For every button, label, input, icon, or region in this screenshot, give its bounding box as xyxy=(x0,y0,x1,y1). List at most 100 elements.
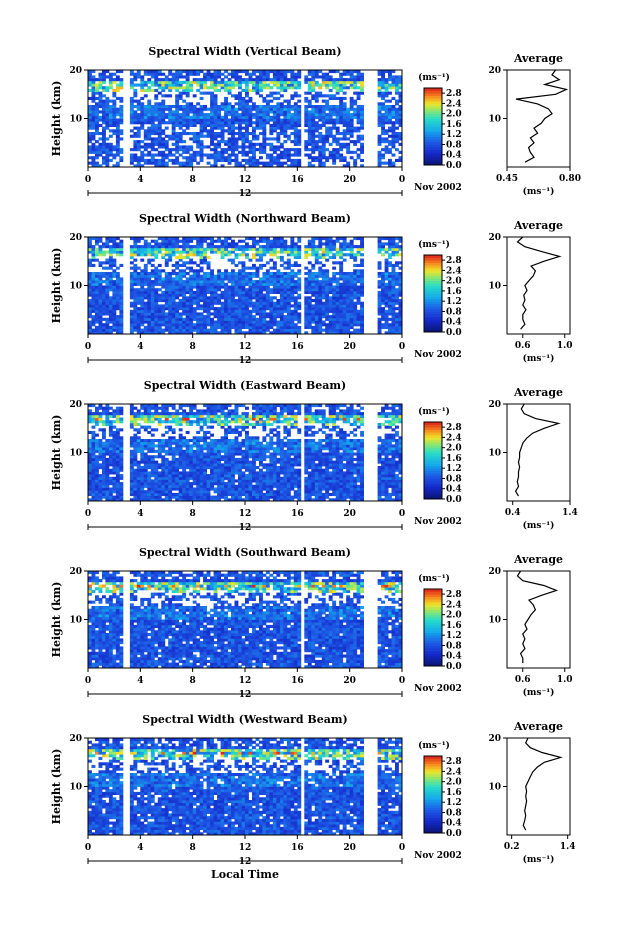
heatmap-cell xyxy=(272,78,277,82)
heatmap-cell xyxy=(147,70,152,74)
heatmap-cell xyxy=(112,258,117,262)
heatmap-cell xyxy=(136,290,141,294)
heatmap-cell xyxy=(231,323,235,327)
heatmap-cell xyxy=(189,328,194,332)
heatmap-cell xyxy=(88,331,92,335)
heatmap-cell xyxy=(384,323,389,327)
heatmap-cell xyxy=(269,156,274,160)
colorbar-tick-label: 0.8 xyxy=(446,140,462,150)
heatmap-cell xyxy=(108,492,113,496)
heatmap-cell xyxy=(360,312,364,316)
heatmap-cell xyxy=(133,320,138,324)
heatmap-cell xyxy=(262,325,267,329)
heatmap-cell xyxy=(276,299,281,303)
heatmap-cell xyxy=(231,115,235,119)
heatmap-cell xyxy=(108,498,113,502)
heatmap-cell xyxy=(262,312,267,316)
colorbar-segment xyxy=(424,329,442,333)
heatmap-cell xyxy=(185,70,190,74)
heatmap-cell xyxy=(384,161,389,165)
heatmap-cell xyxy=(102,482,106,486)
heatmap-cell xyxy=(290,293,295,297)
heatmap-cell xyxy=(245,282,249,286)
heatmap-cell xyxy=(119,452,124,456)
heatmap-cell xyxy=(339,269,344,273)
heatmap-cell xyxy=(353,161,358,165)
heatmap-cell xyxy=(276,285,281,289)
heatmap-cell xyxy=(91,471,96,475)
colorbar-segment xyxy=(424,88,442,91)
heatmap-cell xyxy=(342,323,347,327)
heatmap-cell xyxy=(279,307,284,311)
heatmap-cell xyxy=(245,290,249,294)
heatmap-cell xyxy=(220,309,225,313)
heatmap-cell xyxy=(157,237,162,241)
heatmap-cell xyxy=(154,328,159,332)
heatmap-cell xyxy=(140,164,145,168)
heatmap-cell xyxy=(276,250,281,254)
heatmap-cell xyxy=(224,110,228,114)
heatmap-cell xyxy=(272,274,277,278)
heatmap-cell xyxy=(238,323,242,327)
heatmap-cell xyxy=(178,140,183,144)
heatmap-cell xyxy=(178,239,183,243)
heatmap-cell xyxy=(311,75,316,79)
heatmap-cell xyxy=(335,137,340,141)
heatmap-cell xyxy=(112,317,117,321)
heatmap-cell xyxy=(356,312,361,316)
heatmap-cell xyxy=(220,255,225,259)
heatmap-cell xyxy=(119,439,124,443)
heatmap-cell xyxy=(95,296,99,300)
colorbar-tick-label: 0.0 xyxy=(446,328,462,338)
heatmap-cell xyxy=(241,296,246,300)
heatmap-cell xyxy=(213,280,218,284)
heatmap-cell xyxy=(133,134,138,138)
heatmap-cell xyxy=(227,156,232,160)
heatmap-cell xyxy=(98,102,103,106)
heatmap-cell xyxy=(328,315,333,319)
heatmap-cell xyxy=(377,156,382,160)
heatmap-cell xyxy=(129,323,134,327)
heatmap-cell xyxy=(108,272,113,276)
heatmap-cell xyxy=(136,118,141,122)
heatmap-cell xyxy=(199,158,204,162)
heatmap-cell xyxy=(272,129,277,133)
heatmap-cell xyxy=(95,409,99,413)
heatmap-cell xyxy=(307,121,312,125)
heatmap-cell xyxy=(164,113,169,117)
heatmap-cell xyxy=(105,492,110,496)
heatmap-cell xyxy=(217,150,221,154)
heatmap-cell xyxy=(377,250,382,254)
heatmap-cell xyxy=(286,148,291,152)
heatmap-cell xyxy=(231,277,235,281)
heatmap-cell xyxy=(342,296,347,300)
heatmap-cell xyxy=(307,110,312,114)
heatmap-cell xyxy=(252,134,256,138)
heatmap-cell xyxy=(210,296,214,300)
heatmap-cell xyxy=(102,444,106,448)
heatmap-cell xyxy=(252,320,256,324)
x-tick-label: 4 xyxy=(137,175,143,185)
heatmap-cell xyxy=(164,307,169,311)
heatmap-cell xyxy=(279,80,284,84)
heatmap-cell xyxy=(91,460,96,464)
heatmap-cell xyxy=(129,296,134,300)
heatmap-cell xyxy=(377,158,382,162)
heatmap-cell xyxy=(105,102,110,106)
heatmap-cell xyxy=(325,331,330,335)
heatmap-cell xyxy=(252,280,256,284)
heatmap-cell xyxy=(279,150,284,154)
heatmap-cell xyxy=(115,317,120,321)
heatmap-cell xyxy=(133,83,138,87)
heatmap-cell xyxy=(217,274,221,278)
heatmap-cell xyxy=(105,290,110,294)
heatmap-cell xyxy=(105,484,110,488)
heatmap-cell xyxy=(217,312,221,316)
heatmap-cell xyxy=(168,107,173,111)
heatmap-cell xyxy=(259,277,263,281)
heatmap-cell xyxy=(353,312,358,316)
heatmap-cell xyxy=(318,75,323,79)
heatmap-cell xyxy=(262,245,267,249)
heatmap-cell xyxy=(252,296,256,300)
heatmap-cell xyxy=(307,140,312,144)
